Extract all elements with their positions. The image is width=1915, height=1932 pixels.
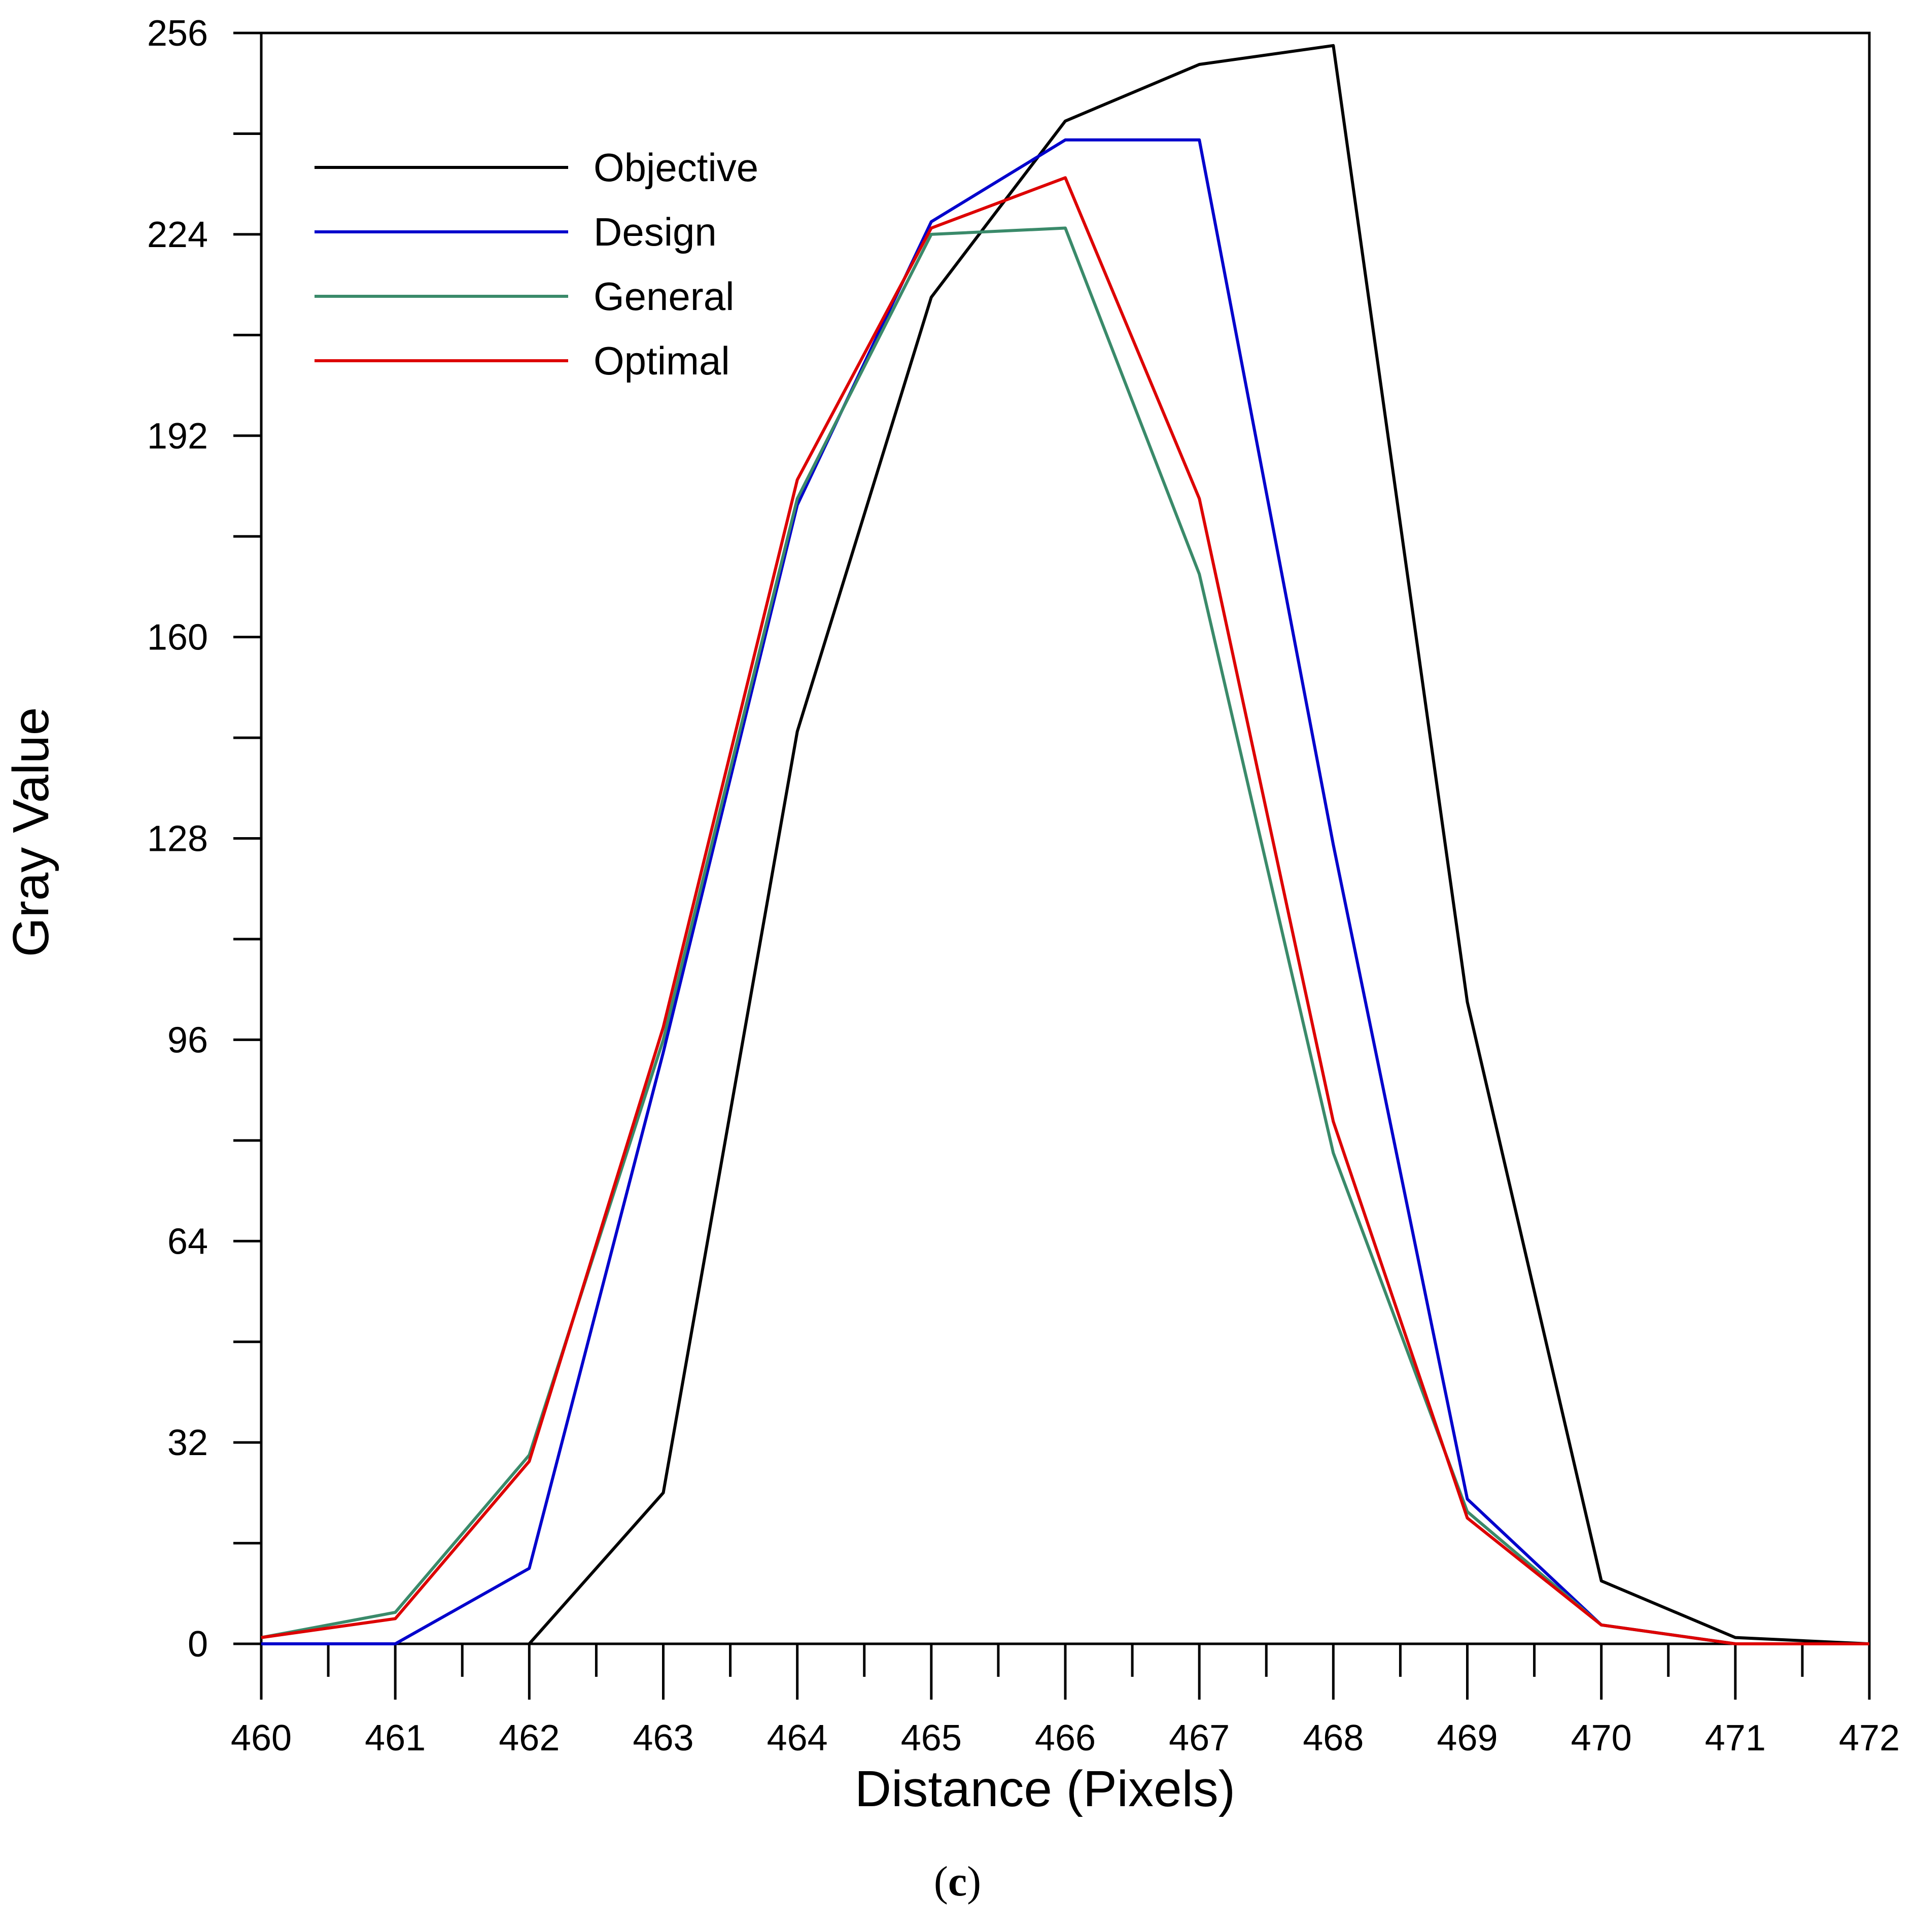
x-tick-label: 471 xyxy=(1705,1718,1766,1758)
y-tick-label: 32 xyxy=(167,1423,208,1463)
x-axis: 460 461 462 463 464 465 466 467 468 469 470 471 472 xyxy=(231,1644,1900,1758)
x-tick-label: 461 xyxy=(365,1718,426,1758)
legend-label-objective: Objective xyxy=(594,145,758,190)
y-tick-label: 0 xyxy=(188,1624,208,1665)
y-tick-label: 256 xyxy=(147,13,208,54)
x-axis-title: Distance (Pixels) xyxy=(855,1761,1235,1817)
y-tick-label: 160 xyxy=(147,617,208,658)
y-tick-label: 128 xyxy=(147,819,208,859)
x-tick-label: 472 xyxy=(1839,1718,1900,1758)
legend-label-optimal: Optimal xyxy=(594,338,730,383)
x-tick-label: 466 xyxy=(1035,1718,1096,1758)
plot-frame xyxy=(260,31,1871,1645)
series-line-objective xyxy=(528,44,1870,1645)
y-axis-title: Gray Value xyxy=(3,707,59,957)
x-tick-label: 467 xyxy=(1169,1718,1230,1758)
caption-close: ) xyxy=(967,1858,982,1905)
x-tick-label: 462 xyxy=(499,1718,560,1758)
series-line-optimal xyxy=(261,176,1869,1645)
plot-border xyxy=(260,31,1871,1645)
y-tick-label: 64 xyxy=(167,1221,208,1262)
x-tick-label: 470 xyxy=(1571,1718,1632,1758)
x-tick-label: 464 xyxy=(767,1718,828,1758)
x-tick-label: 465 xyxy=(901,1718,962,1758)
x-tick-label: 460 xyxy=(231,1718,292,1758)
legend-label-general: General xyxy=(594,274,735,319)
x-tick-label: 463 xyxy=(633,1718,693,1758)
figure-caption: (c) xyxy=(0,1857,1915,1906)
x-tick-label: 468 xyxy=(1303,1718,1364,1758)
series-line-design xyxy=(261,138,1869,1645)
legend: Objective Design General Optimal xyxy=(315,145,758,383)
series-line-general xyxy=(261,226,1869,1645)
legend-label-design: Design xyxy=(594,210,717,254)
y-axis: 0 32 64 96 128 160 192 224 256 xyxy=(147,13,261,1665)
caption-letter: c xyxy=(948,1858,967,1905)
series-lines xyxy=(261,44,1870,1645)
caption-open: ( xyxy=(933,1858,948,1905)
x-tick-label: 469 xyxy=(1437,1718,1498,1758)
y-tick-label: 224 xyxy=(147,215,208,255)
y-tick-label: 192 xyxy=(147,416,208,457)
y-tick-label: 96 xyxy=(167,1020,208,1060)
